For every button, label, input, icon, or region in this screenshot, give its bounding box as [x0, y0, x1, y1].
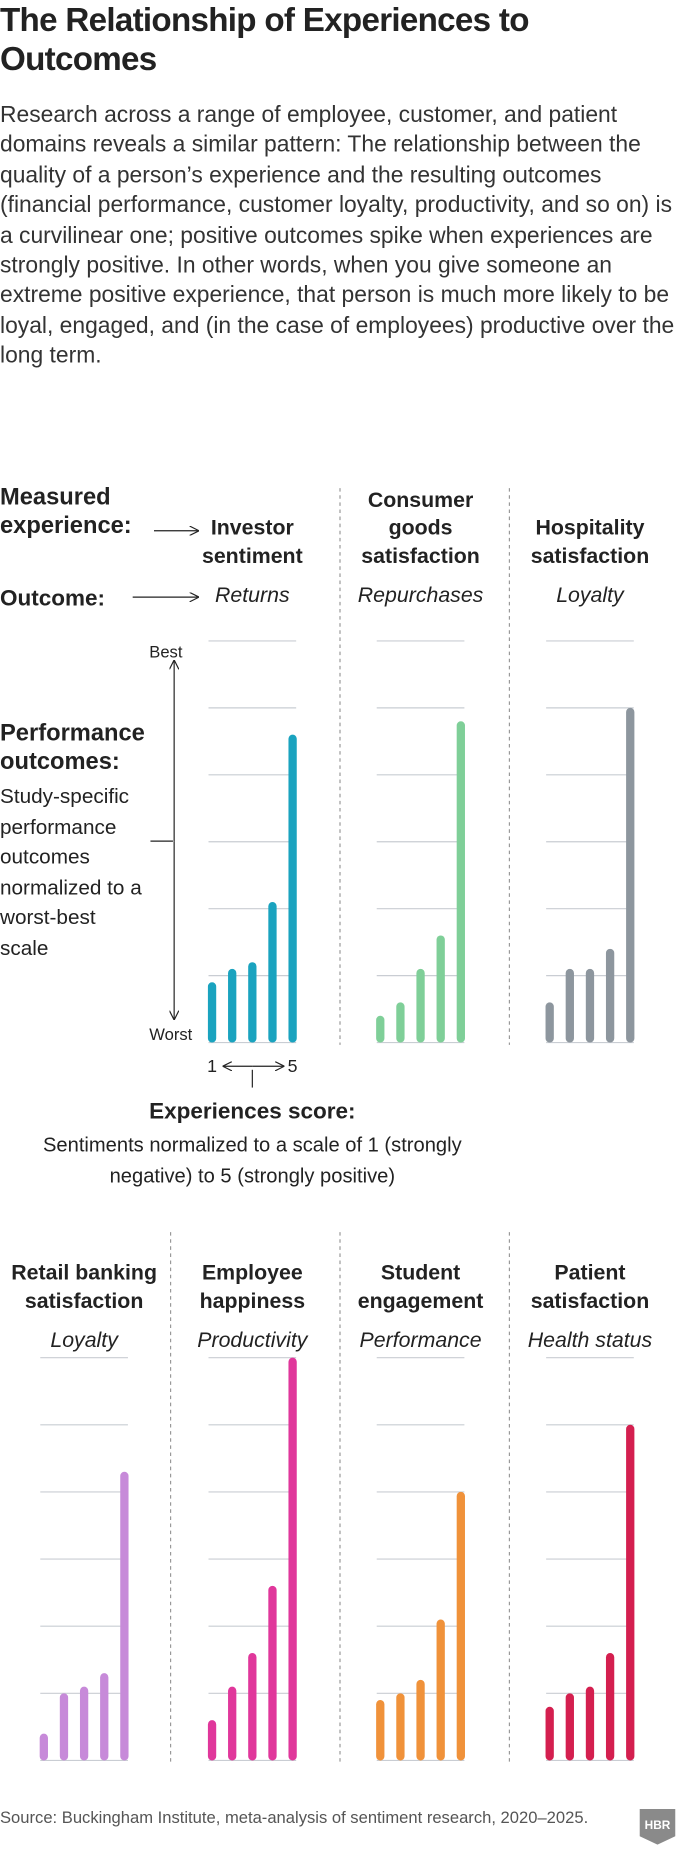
bar — [436, 1619, 445, 1761]
performance-title-box: Performance outcomes: — [0, 720, 145, 775]
intro-box: Research across a range of employee, cus… — [0, 103, 675, 369]
logo: HBR — [645, 1818, 671, 1832]
chart-title-box: Consumer goods satisfaction — [361, 487, 480, 567]
bar — [626, 707, 635, 1043]
score-desc: Sentiments normalized to a scale of 1 (s… — [42, 1133, 462, 1188]
bar — [626, 1424, 635, 1761]
bar — [565, 968, 574, 1043]
bar — [207, 982, 217, 1043]
performance-title: Performance outcomes: — [0, 720, 145, 775]
x-tick-label: 1 — [207, 1056, 217, 1076]
title: The Relationship of Experiences to Outco… — [0, 1, 529, 78]
best-label: Best — [149, 643, 183, 662]
bar — [456, 721, 465, 1043]
logo-shield — [639, 1809, 676, 1845]
bar — [59, 1693, 69, 1761]
chart-title-box: Student engagement — [357, 1260, 484, 1313]
bar — [228, 1686, 237, 1761]
bar — [396, 1002, 405, 1043]
source-box: Source: Buckingham Institute, meta-analy… — [0, 1807, 589, 1827]
intro: Research across a range of employee, cus… — [0, 103, 675, 369]
outcome-label: Outcome: — [0, 585, 105, 610]
score-desc-box: Sentiments normalized to a scale of 1 (s… — [42, 1133, 462, 1188]
chart-title: Hospitality satisfaction — [530, 515, 650, 567]
chart-title: Consumer goods satisfaction — [361, 487, 480, 567]
chart-title: Patient satisfaction — [530, 1260, 650, 1313]
bar — [376, 1015, 385, 1043]
bar — [416, 968, 425, 1043]
chart-title-box: Employee happiness — [199, 1260, 306, 1313]
bar — [376, 1700, 385, 1761]
score-title-box: Experiences score: — [149, 1099, 356, 1125]
bar — [288, 734, 297, 1043]
chart-title-box: Investor sentiment — [201, 515, 303, 567]
bar — [39, 1733, 48, 1761]
bar — [207, 1720, 217, 1761]
bar — [248, 962, 257, 1043]
measured-label-box: Measured experience: — [0, 484, 132, 540]
bar — [545, 1706, 554, 1761]
performance-desc-box: Study-specific performance outcomes norm… — [0, 784, 142, 960]
chart-subtitle: Returns — [215, 583, 290, 607]
bar — [585, 968, 595, 1043]
chart-title: Retail banking satisfaction — [11, 1260, 157, 1313]
bar — [565, 1693, 574, 1761]
bar — [248, 1653, 257, 1761]
measured-label: Measured experience: — [0, 484, 132, 540]
chart-subtitle: Loyalty — [556, 583, 625, 607]
bar — [268, 1585, 277, 1761]
performance-desc: Study-specific performance outcomes norm… — [0, 784, 142, 960]
chart-subtitle: Productivity — [197, 1328, 308, 1352]
bar — [79, 1686, 89, 1761]
bar — [100, 1673, 109, 1761]
chart-title-box: Patient satisfaction — [530, 1260, 650, 1313]
chart-title-box: Hospitality satisfaction — [530, 515, 650, 567]
bar — [268, 901, 277, 1043]
bar — [605, 948, 615, 1043]
bar — [416, 1679, 425, 1761]
chart-title-box: Retail banking satisfaction — [11, 1260, 157, 1313]
chart-title: Investor sentiment — [201, 515, 303, 567]
bar — [436, 935, 445, 1043]
bar — [585, 1686, 595, 1761]
worst-label: Worst — [149, 1025, 192, 1044]
source: Source: Buckingham Institute, meta-analy… — [0, 1807, 589, 1827]
score-title: Experiences score: — [149, 1099, 356, 1125]
chart-title: Student engagement — [357, 1260, 484, 1313]
chart-subtitle: Loyalty — [50, 1328, 119, 1352]
bar — [605, 1653, 615, 1761]
bar — [288, 1357, 297, 1761]
bar — [120, 1471, 129, 1761]
chart-subtitle: Repurchases — [358, 583, 484, 607]
bar — [396, 1693, 405, 1761]
chart-subtitle: Performance — [360, 1328, 482, 1352]
chart-title: Employee happiness — [199, 1260, 306, 1313]
title-box: The Relationship of Experiences to Outco… — [0, 1, 529, 78]
chart-subtitle: Health status — [528, 1328, 653, 1352]
bar — [545, 1002, 554, 1043]
bar — [228, 968, 237, 1043]
x-tick-label: 5 — [288, 1056, 298, 1076]
bar — [456, 1491, 465, 1761]
